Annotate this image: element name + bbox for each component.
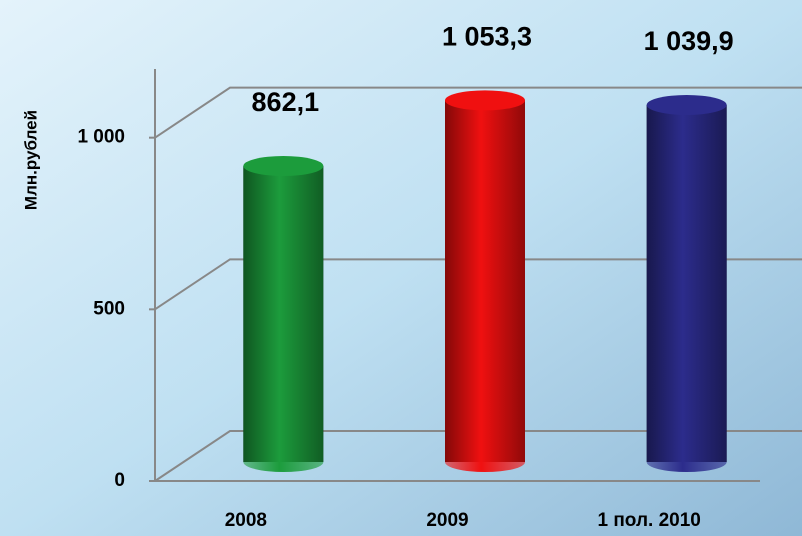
grid-line [154, 86, 802, 139]
bar-top [445, 90, 525, 111]
y-axis-title: Млн.рублей [21, 110, 40, 210]
bar-top [646, 94, 727, 115]
value-label: 1 039,9 [644, 26, 734, 56]
x-tick-label: 2009 [426, 510, 468, 531]
bar [646, 104, 727, 473]
value-label: 1 053,3 [442, 21, 532, 51]
y-tick-label: 500 [93, 298, 125, 319]
grid-line [154, 430, 802, 482]
grid-line [154, 258, 802, 311]
value-label: 862,1 [252, 87, 320, 117]
bar-top [243, 156, 324, 177]
y-tick-label: 1 000 [77, 127, 125, 148]
x-tick-label: 2008 [225, 510, 267, 531]
x-tick-label: 1 пол. 2010 [597, 510, 700, 531]
y-tick-label: 0 [114, 470, 125, 491]
bar [445, 100, 525, 472]
bar [243, 166, 324, 472]
